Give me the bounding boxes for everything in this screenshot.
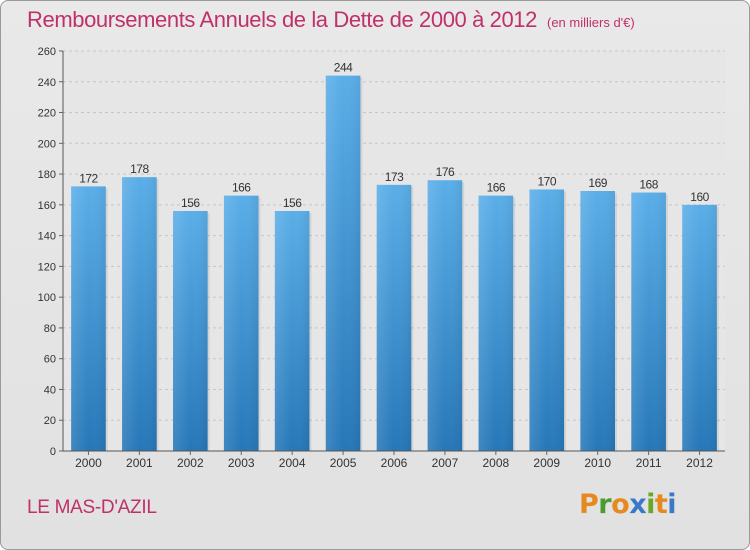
chart-unit: (en milliers d'€) <box>546 15 635 30</box>
bar-value-label: 172 <box>79 171 98 185</box>
bar-value-label: 178 <box>130 162 149 176</box>
bar-value-label: 168 <box>639 178 658 192</box>
y-tick-label: 220 <box>38 108 56 120</box>
bar-value-label: 169 <box>588 176 607 190</box>
bar-value-label: 170 <box>538 174 557 188</box>
logo-letter: P <box>579 489 599 520</box>
logo-letter: x <box>629 489 647 520</box>
chart-title-text: Remboursements Annuels de la Dette de 20… <box>27 7 537 32</box>
x-tick-label: 2009 <box>533 456 560 470</box>
bar-shine <box>223 195 259 451</box>
bar-value-label: 166 <box>487 181 506 195</box>
logo-letter: i <box>667 489 677 520</box>
x-tick-label: 2006 <box>381 456 408 470</box>
bar-value-label: 176 <box>436 165 455 179</box>
x-tick-label: 2011 <box>636 456 662 470</box>
x-tick-label: 2002 <box>177 456 204 470</box>
y-tick-label: 100 <box>38 292 56 304</box>
y-tick-label: 240 <box>38 77 56 89</box>
y-tick-label: 80 <box>44 323 56 335</box>
y-tick-label: 0 <box>50 446 56 458</box>
bar-value-label: 156 <box>283 196 302 210</box>
bar-shine <box>631 192 666 452</box>
logo-letter: o <box>611 489 630 520</box>
y-tick-label: 160 <box>38 200 56 212</box>
y-tick-label: 40 <box>44 384 56 396</box>
logo-letter: i <box>646 489 655 520</box>
y-tick-label: 140 <box>38 231 56 243</box>
x-tick-label: 2003 <box>228 456 255 470</box>
bar-shine <box>122 177 157 451</box>
x-tick-label: 2004 <box>279 456 306 470</box>
bar-shine <box>580 191 616 451</box>
y-tick-label: 260 <box>38 46 56 58</box>
bar-shine <box>71 186 106 451</box>
y-tick-label: 60 <box>44 354 56 366</box>
bar-shine <box>427 180 463 451</box>
bar-shine <box>478 195 514 451</box>
bar-shine <box>274 211 310 451</box>
bar-shine <box>682 204 717 451</box>
y-tick-label: 180 <box>38 169 56 181</box>
bar-shine <box>376 184 412 451</box>
x-tick-label: 2000 <box>75 456 102 470</box>
y-tick-label: 20 <box>44 415 56 427</box>
bar-value-label: 156 <box>181 196 200 210</box>
bar-value-label: 244 <box>334 61 353 75</box>
bar-value-label: 160 <box>690 190 709 204</box>
y-tick-label: 120 <box>38 261 56 273</box>
city-name: LE MAS-D'AZIL <box>27 497 157 518</box>
x-tick-label: 2010 <box>584 456 611 470</box>
proxiti-logo[interactable]: Proxiti <box>579 489 677 520</box>
bar-value-label: 166 <box>232 181 251 195</box>
x-tick-label: 2005 <box>330 456 357 470</box>
x-tick-label: 2001 <box>126 456 153 470</box>
bar-shine <box>325 75 361 451</box>
bar-value-label: 173 <box>385 170 404 184</box>
logo-letter: r <box>598 489 612 520</box>
x-tick-label: 2007 <box>432 456 459 470</box>
x-tick-label: 2008 <box>482 456 509 470</box>
chart-title: Remboursements Annuels de la Dette de 20… <box>27 7 635 33</box>
x-tick-label: 2012 <box>686 456 713 470</box>
y-tick-label: 200 <box>38 138 56 150</box>
bar-shine <box>529 189 565 451</box>
logo-letter: t <box>654 489 668 520</box>
bar-shine <box>172 211 208 451</box>
